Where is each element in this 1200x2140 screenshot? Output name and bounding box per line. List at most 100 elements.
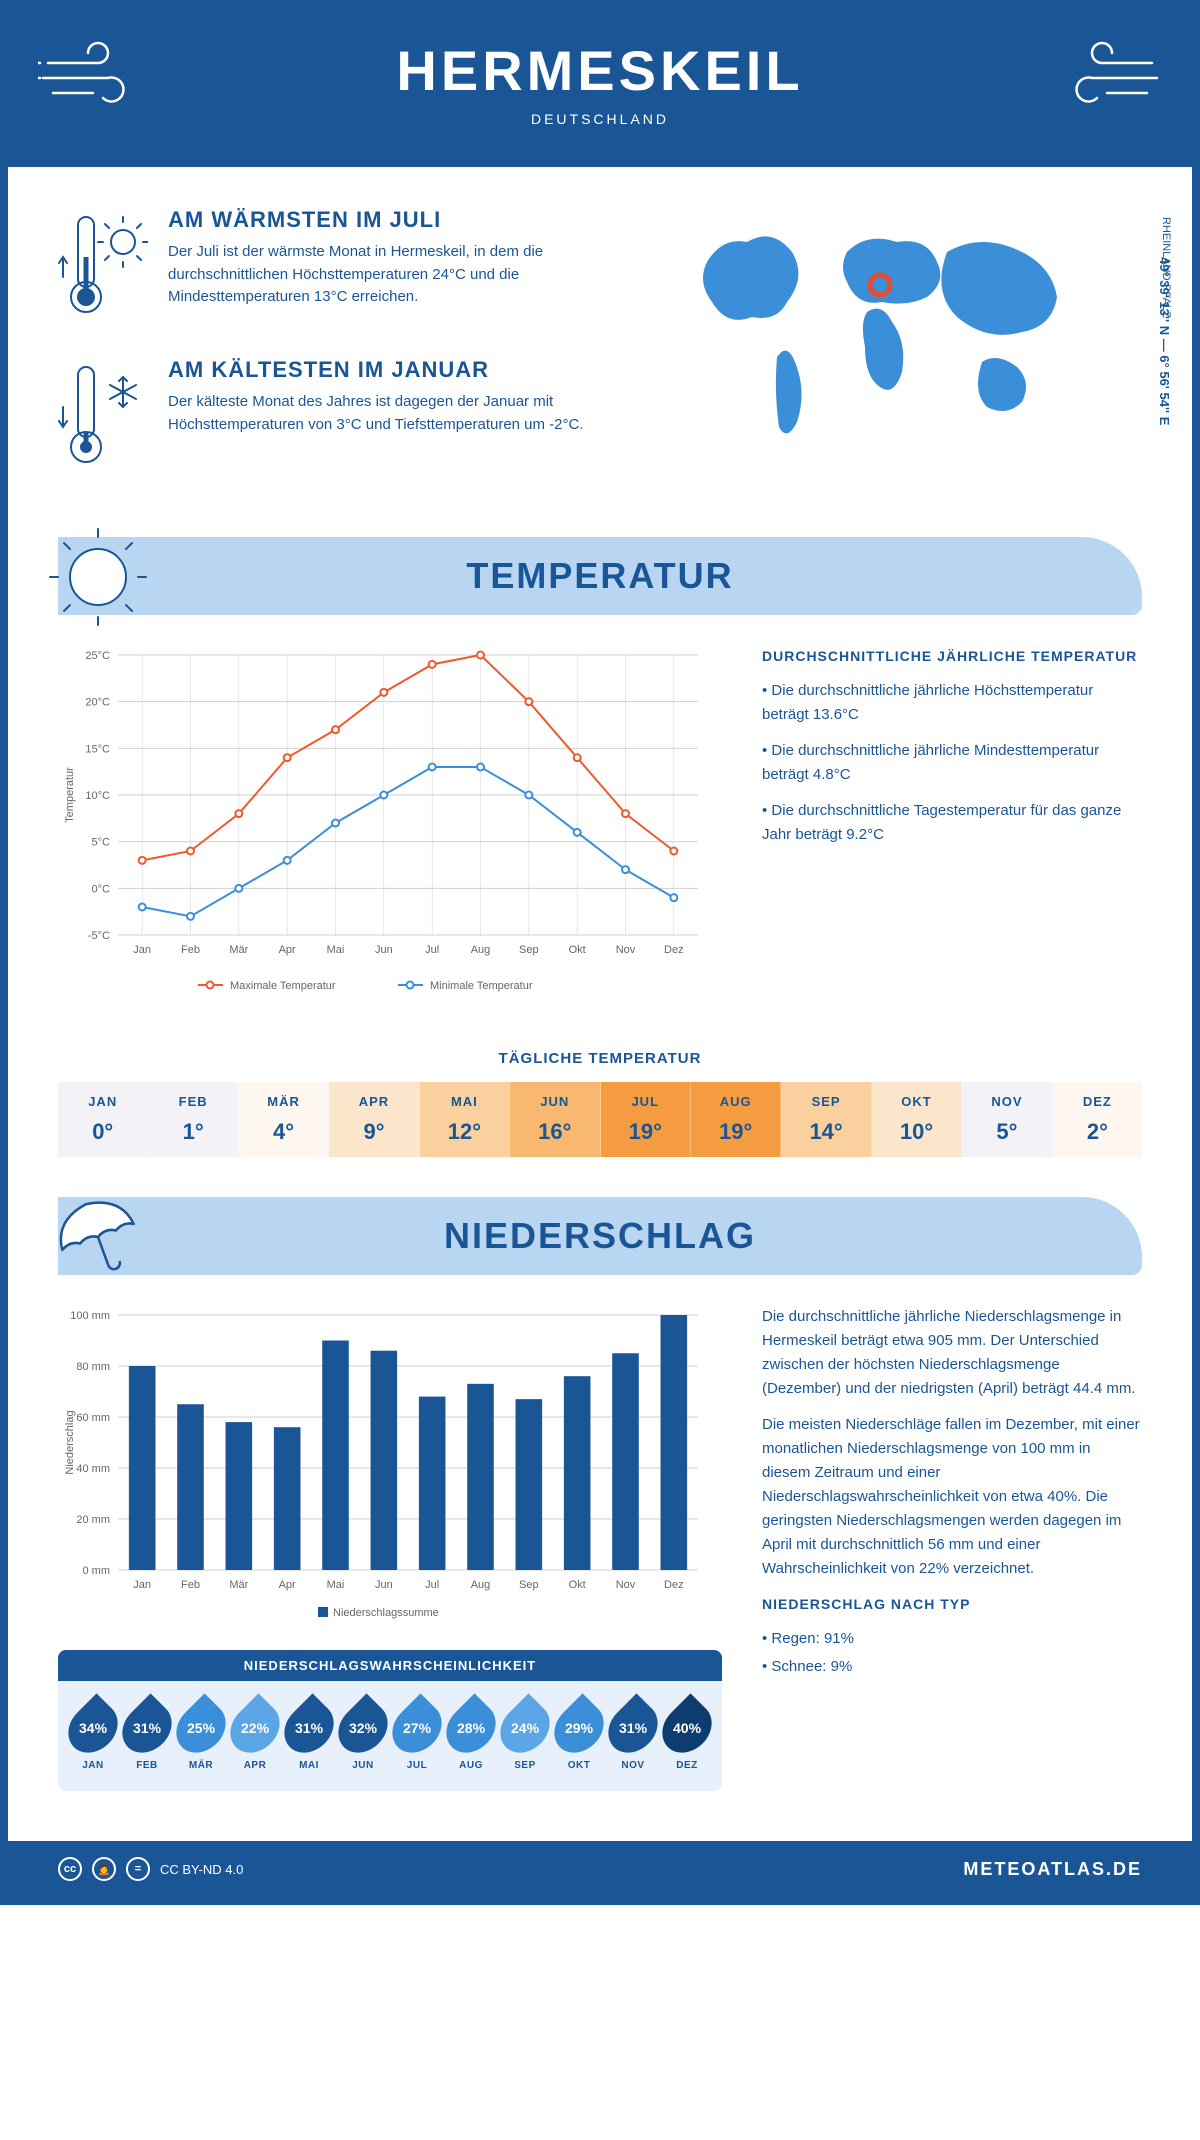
cc-icon: cc	[58, 1857, 82, 1881]
svg-text:Apr: Apr	[279, 944, 296, 956]
daily-value: 0°	[58, 1119, 147, 1145]
precip-drop-cell: 25%MÄR	[174, 1701, 228, 1771]
wind-icon	[38, 38, 148, 118]
warmest-fact: AM WÄRMSTEN IM JULI Der Juli ist der wär…	[58, 207, 642, 327]
svg-text:Nov: Nov	[616, 1579, 636, 1591]
svg-text:Jul: Jul	[425, 1579, 439, 1591]
daily-temp-cell: MÄR4°	[239, 1082, 329, 1157]
drop-month: MÄR	[174, 1760, 228, 1771]
precip-probability-panel: NIEDERSCHLAGSWAHRSCHEINLICHKEIT 34%JAN31…	[58, 1650, 722, 1791]
svg-text:Niederschlagssumme: Niederschlagssumme	[333, 1607, 439, 1619]
daily-month: MAI	[420, 1094, 509, 1109]
warmest-text: Der Juli ist der wärmste Monat in Hermes…	[168, 241, 642, 309]
license-block: cc 🙍 = CC BY-ND 4.0	[58, 1857, 243, 1881]
raindrop-icon: 40%	[652, 1693, 721, 1762]
daily-value: 19°	[601, 1119, 690, 1145]
svg-text:Mär: Mär	[229, 944, 248, 956]
thermometer-sun-icon	[58, 207, 148, 327]
daily-month: AUG	[691, 1094, 780, 1109]
svg-text:Aug: Aug	[471, 944, 491, 956]
precip-drop-cell: 31%NOV	[606, 1701, 660, 1771]
temp-section-header: TEMPERATUR	[58, 537, 1142, 615]
coldest-fact: AM KÄLTESTEN IM JANUAR Der kälteste Mona…	[58, 357, 642, 477]
svg-text:-5°C: -5°C	[88, 930, 110, 942]
temp-bullet: • Die durchschnittliche jährliche Höchst…	[762, 679, 1142, 727]
drop-month: NOV	[606, 1760, 660, 1771]
precip-drop-cell: 24%SEP	[498, 1701, 552, 1771]
thermometer-snow-icon	[58, 357, 148, 477]
daily-temp-cell: MAI 12°	[420, 1082, 510, 1157]
raindrop-icon: 34%	[58, 1693, 127, 1762]
svg-text:Temperatur: Temperatur	[64, 767, 76, 823]
svg-text:80 mm: 80 mm	[76, 1361, 110, 1373]
daily-temp-grid: JAN0°FEB1°MÄR4°APR9°MAI12°JUN16°JUL19°AU…	[58, 1082, 1142, 1157]
svg-text:Minimale Temperatur: Minimale Temperatur	[430, 980, 533, 992]
precip-drop-cell: 32%JUN	[336, 1701, 390, 1771]
world-map: RHEINLAND-PFALZ 49° 39' 13'' N — 6° 56' …	[682, 207, 1142, 507]
temp-heading: TEMPERATUR	[58, 555, 1142, 597]
svg-text:40 mm: 40 mm	[76, 1463, 110, 1475]
precip-para: Die durchschnittliche jährliche Niedersc…	[762, 1305, 1142, 1401]
daily-temp-cell: OKT10°	[872, 1082, 962, 1157]
umbrella-icon	[48, 1187, 148, 1287]
by-icon: 🙍	[92, 1857, 116, 1881]
svg-text:Jun: Jun	[375, 1579, 393, 1591]
precip-drop-cell: 28%AUG	[444, 1701, 498, 1771]
infographic-page: HERMESKEIL DEUTSCHLAND	[0, 0, 1200, 1905]
daily-value: 14°	[781, 1119, 870, 1145]
daily-temp-cell: JUN16°	[510, 1082, 600, 1157]
svg-text:100 mm: 100 mm	[70, 1310, 110, 1322]
svg-text:Apr: Apr	[279, 1579, 296, 1591]
svg-text:Okt: Okt	[569, 944, 586, 956]
coords-label: 49° 39' 13'' N — 6° 56' 54'' E	[1157, 257, 1172, 425]
drop-month: APR	[228, 1760, 282, 1771]
daily-value: 2°	[1053, 1119, 1142, 1145]
coldest-title: AM KÄLTESTEN IM JANUAR	[168, 357, 642, 383]
precip-drop-cell: 40%DEZ	[660, 1701, 714, 1771]
svg-text:Jun: Jun	[375, 944, 393, 956]
raindrop-icon: 22%	[220, 1693, 289, 1762]
daily-value: 19°	[691, 1119, 780, 1145]
raindrop-icon: 24%	[490, 1693, 559, 1762]
precip-heading: NIEDERSCHLAG	[58, 1215, 1142, 1257]
svg-text:15°C: 15°C	[85, 743, 110, 755]
precipitation-bar-chart: 0 mm20 mm40 mm60 mm80 mm100 mmJanFebMärA…	[58, 1305, 718, 1625]
raindrop-icon: 27%	[382, 1693, 451, 1762]
precip-drop-cell: 31%MAI	[282, 1701, 336, 1771]
daily-month: SEP	[781, 1094, 870, 1109]
daily-month: OKT	[872, 1094, 961, 1109]
precip-section-header: NIEDERSCHLAG	[58, 1197, 1142, 1275]
drop-month: DEZ	[660, 1760, 714, 1771]
precip-drop-cell: 31%FEB	[120, 1701, 174, 1771]
raindrop-icon: 25%	[166, 1693, 235, 1762]
precip-chart-row: 0 mm20 mm40 mm60 mm80 mm100 mmJanFebMärA…	[8, 1275, 1192, 1811]
precip-drop-cell: 34%JAN	[66, 1701, 120, 1771]
drop-month: JUN	[336, 1760, 390, 1771]
svg-text:Mai: Mai	[327, 1579, 345, 1591]
temp-side-title: DURCHSCHNITTLICHE JÄHRLICHE TEMPERATUR	[762, 645, 1142, 667]
daily-value: 12°	[420, 1119, 509, 1145]
svg-text:25°C: 25°C	[85, 650, 110, 662]
drop-month: MAI	[282, 1760, 336, 1771]
temp-sidebar: DURCHSCHNITTLICHE JÄHRLICHE TEMPERATUR •…	[762, 645, 1142, 1010]
svg-text:0°C: 0°C	[92, 883, 111, 895]
precip-drop-cell: 27%JUL	[390, 1701, 444, 1771]
drop-month: SEP	[498, 1760, 552, 1771]
daily-value: 5°	[962, 1119, 1051, 1145]
daily-month: FEB	[148, 1094, 237, 1109]
daily-temp-cell: JUL 19°	[601, 1082, 691, 1157]
svg-text:Jul: Jul	[425, 944, 439, 956]
footer: cc 🙍 = CC BY-ND 4.0 METEOATLAS.DE	[8, 1841, 1192, 1897]
daily-month: APR	[329, 1094, 418, 1109]
svg-text:Okt: Okt	[569, 1579, 586, 1591]
daily-month: JUL	[601, 1094, 690, 1109]
svg-text:Nov: Nov	[616, 944, 636, 956]
country-subtitle: DEUTSCHLAND	[28, 111, 1172, 127]
svg-text:0 mm: 0 mm	[83, 1565, 111, 1577]
svg-text:5°C: 5°C	[92, 837, 111, 849]
header: HERMESKEIL DEUTSCHLAND	[8, 8, 1192, 167]
daily-temp-cell: AUG 19°	[691, 1082, 781, 1157]
svg-text:Mai: Mai	[327, 944, 345, 956]
svg-text:Dez: Dez	[664, 1579, 684, 1591]
drop-month: OKT	[552, 1760, 606, 1771]
